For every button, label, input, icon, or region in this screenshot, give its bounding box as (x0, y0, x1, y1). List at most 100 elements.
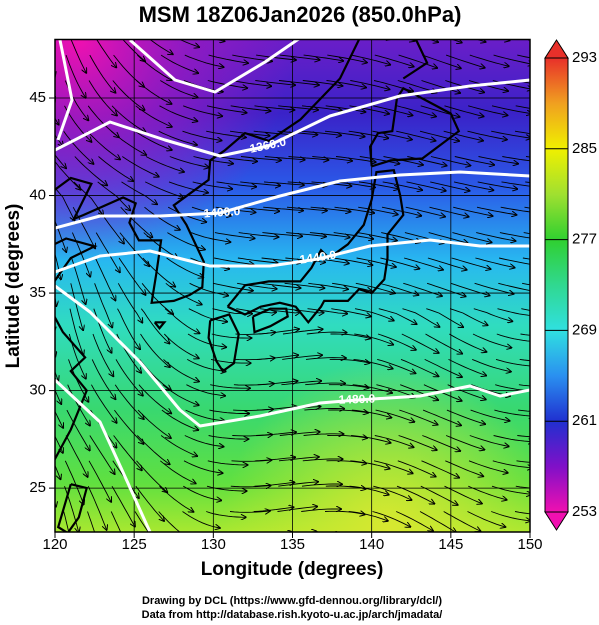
streamline (183, 485, 221, 500)
streamline (376, 384, 415, 398)
streamline (87, 486, 106, 530)
streamline (112, 80, 145, 111)
streamline (70, 283, 83, 330)
streamline (89, 54, 116, 93)
streamline (253, 507, 294, 512)
streamline (161, 409, 198, 430)
streamline (468, 105, 507, 116)
streamline (238, 232, 279, 237)
y-tick-label: 35 (29, 284, 46, 301)
streamline (427, 257, 467, 270)
streamline (335, 156, 376, 163)
streamline (328, 410, 368, 413)
streamline (186, 384, 225, 396)
streamline (449, 333, 486, 352)
streamline (396, 511, 433, 531)
streamline (516, 460, 530, 463)
streamline (165, 282, 202, 304)
streamline (70, 39, 86, 73)
streamline (514, 511, 530, 515)
streamline (492, 460, 530, 468)
streamline (448, 358, 487, 375)
streamline (94, 283, 113, 327)
streamline (211, 333, 252, 338)
streamline (134, 511, 149, 532)
streamline (422, 54, 461, 68)
streamline (145, 156, 184, 172)
streamline (209, 30, 248, 38)
streamline (137, 409, 171, 438)
contour-label: 1440.0 (299, 248, 338, 267)
streamline (259, 308, 300, 313)
streamline (240, 156, 281, 161)
contour-line (55, 378, 152, 532)
streamline (281, 30, 321, 35)
streamline (406, 181, 446, 191)
streamline (452, 232, 491, 243)
streamline (258, 355, 299, 360)
streamline (430, 156, 470, 166)
streamline (55, 154, 66, 168)
streamline (87, 511, 96, 532)
streamline (499, 232, 530, 239)
streamline (233, 30, 273, 36)
streamline (326, 461, 367, 464)
streamline (184, 435, 224, 447)
streamline (502, 156, 530, 162)
streamline (491, 130, 530, 138)
streamline (350, 80, 389, 90)
x-tick-label: 125 (122, 536, 147, 553)
streamline (429, 206, 469, 217)
streamline (494, 409, 530, 416)
streamline (187, 333, 226, 347)
streamline (472, 333, 511, 348)
contour-line (55, 78, 530, 158)
streamline (169, 156, 209, 168)
streamline (135, 485, 164, 521)
streamline (312, 156, 352, 161)
streamline (47, 283, 54, 331)
streamline (164, 308, 199, 334)
streamline (140, 333, 170, 367)
streamline (498, 282, 530, 291)
streamline (419, 130, 459, 141)
streamline (493, 54, 530, 64)
streamline (468, 485, 506, 500)
streamline (55, 134, 63, 147)
streamline (328, 30, 368, 37)
streamline (114, 384, 144, 419)
streamline (515, 485, 530, 489)
streamline (192, 181, 233, 189)
streamline (111, 105, 146, 132)
contour-label: 1400.0 (203, 204, 241, 221)
streamline (64, 460, 83, 505)
x-tick-label: 120 (42, 536, 67, 553)
streamline (445, 54, 485, 68)
streamline (351, 409, 391, 418)
x-tick-label: 140 (359, 536, 384, 553)
streamline (111, 485, 135, 526)
streamline (162, 384, 199, 406)
streamline (359, 156, 400, 164)
x-tick-label: 135 (280, 536, 305, 553)
streamline (428, 232, 468, 244)
streamline (167, 232, 204, 250)
streamline (383, 156, 423, 165)
streamline (55, 187, 74, 221)
streamline (183, 105, 222, 116)
streamline (382, 181, 422, 190)
streamline (374, 54, 414, 67)
streamline (491, 485, 530, 494)
streamline (518, 384, 530, 387)
streamline (444, 105, 484, 117)
streamline (453, 181, 493, 190)
streamline (497, 308, 530, 316)
streamline (237, 282, 277, 289)
streamline (262, 232, 302, 237)
streamline (189, 282, 229, 295)
streamline (473, 308, 513, 322)
streamline (472, 358, 511, 371)
streamline (518, 409, 530, 412)
